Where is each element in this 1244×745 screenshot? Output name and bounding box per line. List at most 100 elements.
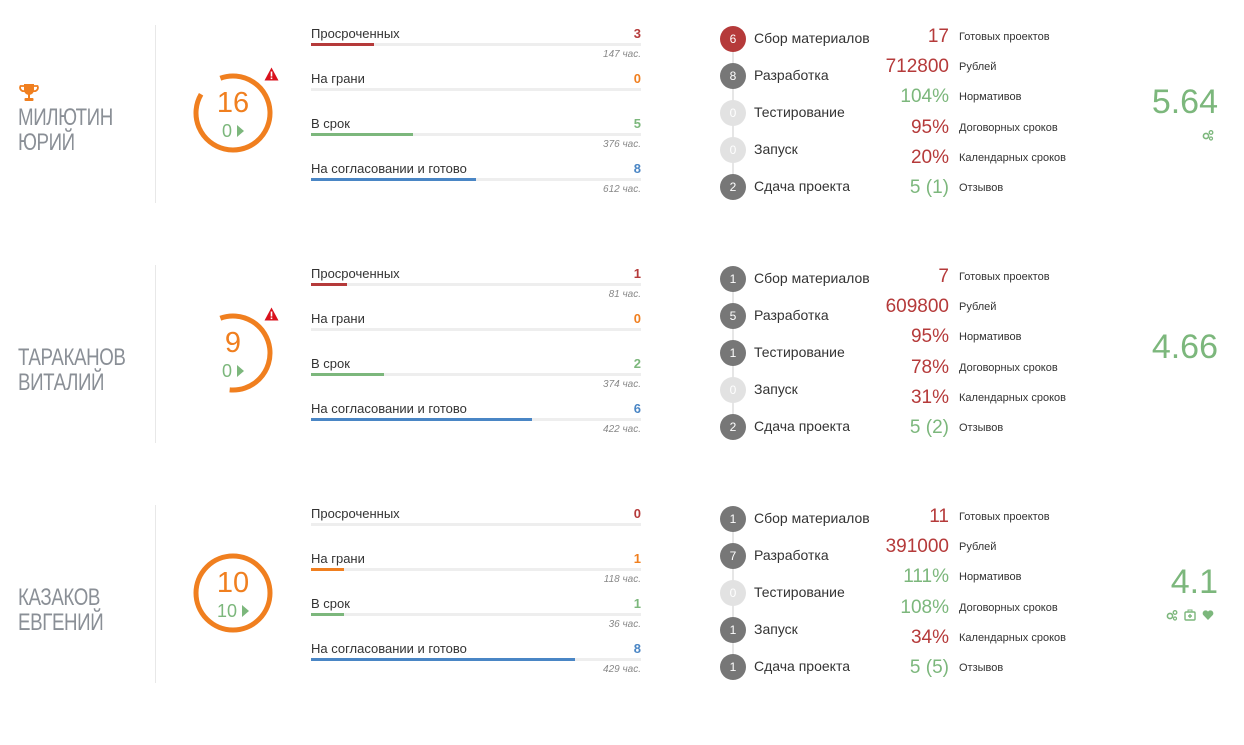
status-bar-2[interactable]: В срок 5 376 час. [311,116,641,156]
stage-count-badge: 7 [720,543,746,569]
employee-name[interactable]: ТАРАКАНОВ ВИТАЛИЙ [18,344,126,396]
name-line-2: ЕВГЕНИЙ [18,609,104,636]
employee-name[interactable]: КАЗАКОВ ЕВГЕНИЙ [18,584,104,636]
bar-fill [311,568,344,571]
bar-label: Просроченных [311,506,400,521]
metric-label: Нормативов [959,91,1022,104]
metric-label: Договорных сроков [959,601,1058,614]
bar-fill [311,658,575,661]
stage-count-badge: 5 [720,303,746,329]
bar-label: На согласовании и готово [311,641,467,656]
status-bar-3[interactable]: На согласовании и готово 8 429 час. [311,641,641,681]
metric-value: 34% [910,626,949,648]
sub-count[interactable]: 0 [190,361,276,382]
stage-label: Разработка [754,67,829,83]
metric-value: 391000 [885,536,949,558]
bar-fill [311,43,374,46]
bar-count: 8 [633,161,641,176]
bar-track [311,418,641,421]
bar-track [311,328,641,331]
metric-value: 5 (1) [909,177,949,198]
trophy-icon [18,82,40,104]
metric-label: Готовых проектов [959,511,1050,523]
warning-icon [264,306,279,321]
status-bar-3[interactable]: На согласовании и готово 6 422 час. [311,401,641,441]
bar-track [311,43,641,46]
bar-label: На грани [311,311,365,326]
bar-label: Просроченных [311,26,400,41]
divider [155,25,156,203]
bar-hours: 147 час. [603,49,641,60]
metric-3: 108% Договорных сроков [850,597,1110,621]
rating-score: 5.64 [1151,83,1218,121]
bar-label: На грани [311,551,365,566]
sub-count[interactable]: 10 [190,601,276,622]
stage-label: Сдача проекта [754,418,850,434]
name-line-1: КАЗАКОВ [18,584,100,611]
bar-track [311,658,641,661]
bar-track [311,178,641,181]
bar-hours: 422 час. [603,424,641,435]
status-bar-0[interactable]: Просроченных 1 81 час. [311,266,641,306]
status-bar-1[interactable]: На грани 0 [311,311,641,351]
metric-value: 104% [900,86,949,108]
bar-hours: 36 час. [608,619,641,630]
metric-4: 20% Календарных сроков [850,147,1110,171]
stage-count-badge: 0 [720,377,746,403]
bar-count: 6 [633,401,641,416]
bar-count: 1 [633,596,641,611]
status-bar-1[interactable]: На грани 0 [311,71,641,111]
sub-count[interactable]: 0 [190,121,276,142]
divider [155,505,156,683]
score-icons [1202,126,1214,145]
name-line-2: ВИТАЛИЙ [18,369,105,396]
stage-label: Разработка [754,547,829,563]
status-bar-0[interactable]: Просроченных 3 147 час. [311,26,641,66]
bar-hours: 429 час. [603,664,641,675]
bar-count: 2 [633,356,641,371]
stage-label: Сдача проекта [754,658,850,674]
sub-count-value: 0 [221,361,232,381]
status-bar-2[interactable]: В срок 2 374 час. [311,356,641,396]
metric-label: Договорных сроков [959,121,1058,134]
stage-count-badge: 6 [720,26,746,52]
employee-name[interactable]: МИЛЮТИН ЮРИЙ [18,105,113,155]
metric-label: Отзывов [959,662,1004,674]
bar-hours: 376 час. [603,139,641,150]
metric-label: Готовых проектов [959,271,1050,283]
bar-fill [311,418,533,421]
stage-count-badge: 0 [720,137,746,163]
metric-2: 111% Нормативов [850,566,1110,590]
stage-count-badge: 1 [720,617,746,643]
score-icons [1166,606,1214,625]
bar-label: В срок [311,596,350,611]
status-bar-3[interactable]: На согласовании и готово 8 612 час. [311,161,641,201]
metric-5: 5 (2) Отзывов [850,417,1110,441]
bar-hours: 81 час. [608,289,641,300]
status-bar-2[interactable]: В срок 1 36 час. [311,596,641,636]
total-count: 16 [216,87,250,119]
heart-icon [1202,606,1214,625]
bar-count: 1 [633,266,641,281]
stage-count-badge: 2 [720,174,746,200]
metric-value: 609800 [885,296,949,318]
bar-fill [311,613,344,616]
name-line-1: ТАРАКАНОВ [18,344,126,371]
bar-count: 0 [633,506,641,521]
metric-value: 31% [910,386,949,408]
metric-3: 78% Договорных сроков [850,357,1110,381]
bar-label: На согласовании и готово [311,401,467,416]
gears-icon [1202,126,1214,145]
bar-track [311,523,641,526]
status-bar-0[interactable]: Просроченных 0 [311,506,641,546]
metric-label: Нормативов [959,571,1022,584]
metric-value: 7 [938,266,949,287]
metric-label: Рублей [959,541,997,554]
rating-score: 4.66 [1151,328,1218,366]
metric-label: Рублей [959,301,997,314]
status-bar-1[interactable]: На грани 1 118 час. [311,551,641,591]
bar-count: 5 [633,116,641,131]
stage-count-badge: 0 [720,580,746,606]
metric-3: 95% Договорных сроков [850,117,1110,141]
ring-arc [193,73,273,153]
